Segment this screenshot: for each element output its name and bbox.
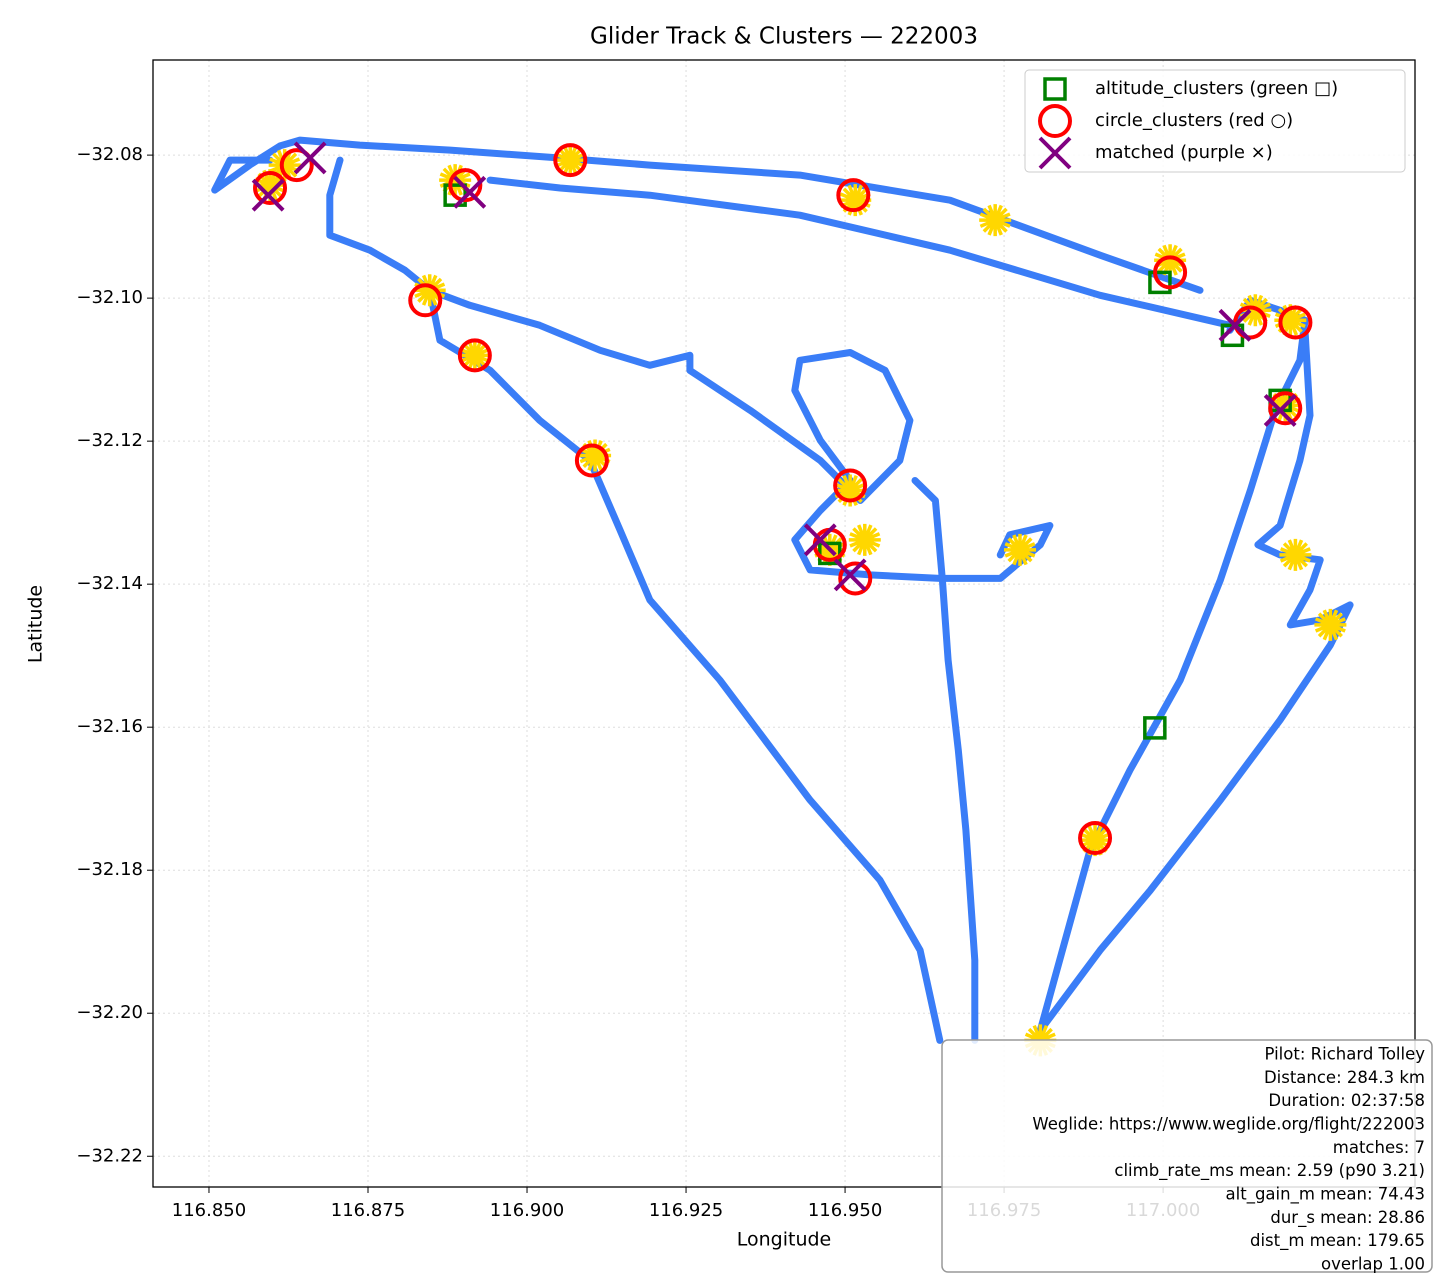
climb-marker: [1279, 538, 1312, 571]
x-tick-label: 116.900: [490, 1200, 564, 1221]
marker-circle: [457, 338, 492, 373]
climb-marker: [458, 339, 491, 372]
marker-circle: [408, 283, 443, 318]
x-axis-label: Longitude: [737, 1229, 832, 1251]
y-tick-label: −32.08: [76, 144, 143, 165]
info-line: matches: 7: [1333, 1138, 1425, 1157]
marker-x: [803, 523, 837, 557]
legend-box: [1024, 69, 1406, 173]
y-tick-label: −32.22: [76, 1145, 143, 1166]
climb-marker: [834, 474, 867, 507]
marker-x: [1263, 393, 1297, 427]
marker-x: [251, 178, 285, 212]
grid: [153, 60, 1415, 1187]
climb-marker: [839, 184, 872, 217]
x-tick-label: 116.950: [808, 1200, 882, 1221]
info-line: overlap 1.00: [1321, 1255, 1425, 1274]
y-tick-label: −32.16: [76, 716, 143, 737]
y-tick-label: −32.18: [76, 859, 143, 880]
info-line: Distance: 284.3 km: [1264, 1068, 1425, 1087]
legend-label: matched (purple ×): [1095, 142, 1273, 163]
legend: altitude_clusters (green □) circle_cluste…: [1024, 69, 1406, 173]
marker-circle: [574, 443, 609, 478]
marker-square: [1148, 270, 1172, 295]
y-tick-label: −32.20: [76, 1002, 143, 1023]
axes-frame: [152, 59, 1416, 1188]
info-line: alt_gain_m mean: 74.43: [1226, 1185, 1425, 1205]
y-tick-label: −32.14: [76, 573, 143, 594]
climb-marker: [979, 204, 1012, 237]
marker-circle: [1278, 305, 1313, 340]
x-tick-label: 116.850: [172, 1200, 246, 1221]
marker-circle: [833, 468, 868, 503]
legend-marker: [1038, 136, 1072, 170]
chart-title: Glider Track & Clusters — 222003: [590, 24, 978, 50]
info-box: Pilot: Richard Tolley Distance: 284.3 km D…: [941, 1039, 1433, 1274]
plot-area: [211, 136, 1354, 1057]
info-box-frame: [941, 1039, 1433, 1273]
marker-circle: [1153, 255, 1188, 290]
info-line: climb_rate_ms mean: 2.59 (p90 3.21): [1114, 1161, 1425, 1181]
climb-marker: [848, 523, 881, 556]
climb-marker: [413, 274, 446, 307]
x-tick-label: 116.875: [331, 1200, 405, 1221]
climb-marker: [254, 169, 287, 202]
marker-x: [1218, 308, 1252, 342]
x-tick-label: 116.925: [649, 1200, 723, 1221]
y-tick-label: −32.10: [76, 287, 143, 308]
marker-circle: [836, 178, 871, 213]
climb-marker: [579, 439, 612, 472]
marker-circle: [253, 171, 288, 206]
info-line: Weglide: https://www.weglide.org/flight/…: [1032, 1115, 1425, 1134]
info-line: dur_s mean: 28.86: [1270, 1208, 1425, 1228]
marker-square: [1143, 716, 1167, 740]
climb-marker: [268, 149, 301, 182]
legend-marker: [1038, 104, 1072, 138]
info-line: Duration: 02:37:58: [1268, 1091, 1425, 1110]
climb-marker: [1274, 304, 1307, 337]
y-axis-label: Latitude: [25, 585, 47, 663]
marker-x: [293, 141, 327, 175]
climb-marker: [1314, 608, 1347, 641]
track-line: [211, 136, 1354, 1044]
legend-label: circle_clusters (red ○): [1095, 110, 1293, 131]
climb-marker: [554, 144, 587, 177]
info-line: Pilot: Richard Tolley: [1265, 1045, 1426, 1064]
legend-marker: [1043, 77, 1067, 101]
legend-label: altitude_clusters (green □): [1095, 78, 1338, 99]
info-line: dist_m mean: 179.65: [1250, 1231, 1425, 1251]
marker-circle: [838, 561, 873, 596]
climb-marker: [1079, 824, 1112, 857]
y-tick-label: −32.12: [76, 430, 143, 451]
marker-circle: [448, 168, 483, 203]
marker-x: [833, 558, 867, 592]
marker-circle: [1078, 821, 1113, 856]
climb-marker: [1154, 244, 1187, 277]
marker-circle: [1268, 391, 1303, 426]
climb-marker: [1003, 533, 1036, 566]
marker-circle: [279, 148, 314, 183]
marker-circle: [553, 143, 588, 178]
marker-x: [453, 175, 487, 209]
